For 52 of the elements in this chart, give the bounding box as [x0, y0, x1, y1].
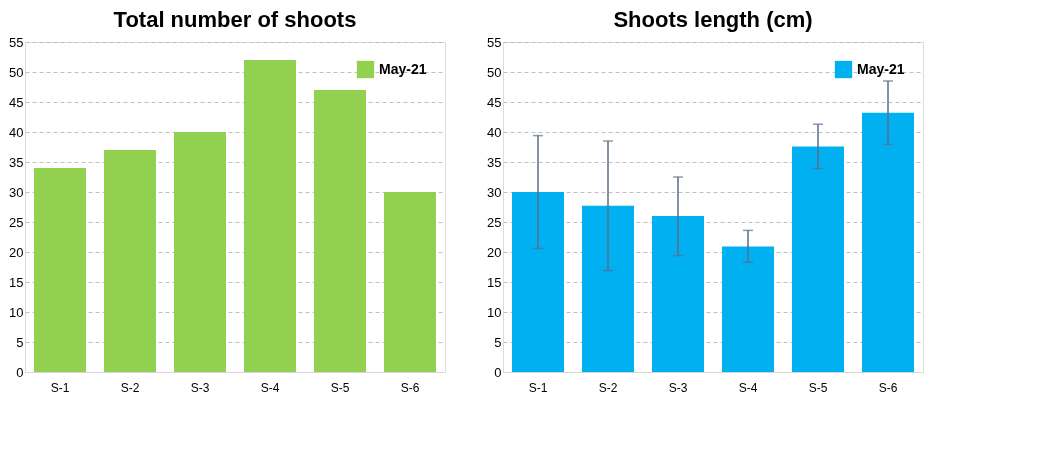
x-tick-label: S-2 [120, 380, 140, 395]
chart-title: Total number of shoots [113, 7, 357, 32]
y-tick-label: 45 [487, 94, 502, 110]
chart-title: Shoots length (cm) [613, 7, 813, 32]
x-tick-label: S-2 [598, 380, 618, 395]
y-tick-label: 10 [487, 304, 502, 320]
y-tick-label: 15 [9, 274, 24, 290]
y-tick-label: 20 [9, 244, 24, 260]
legend-label: May-21 [379, 60, 427, 77]
x-tick-label: S-4 [260, 380, 280, 395]
bar [862, 112, 914, 372]
y-tick-label: 35 [487, 154, 502, 170]
x-tick-label: S-6 [400, 380, 420, 395]
y-tick-label: 20 [487, 244, 502, 260]
x-tick-label: S-3 [190, 380, 210, 395]
y-tick-label: 0 [16, 364, 24, 380]
y-tick-label: 30 [487, 184, 502, 200]
y-tick-label: 25 [9, 214, 24, 230]
bar [174, 132, 226, 372]
y-tick-label: 10 [9, 304, 24, 320]
y-tick-label: 30 [9, 184, 24, 200]
x-tick-label: S-3 [668, 380, 688, 395]
x-tick-label: S-1 [50, 380, 70, 395]
bar [652, 216, 704, 372]
bar [792, 146, 844, 372]
y-tick-label: 40 [487, 124, 502, 140]
bar [104, 150, 156, 372]
y-tick-label: 5 [494, 334, 502, 350]
x-tick-label: S-5 [330, 380, 350, 395]
x-tick-label: S-5 [808, 380, 828, 395]
y-tick-label: 35 [9, 154, 24, 170]
y-tick-label: 45 [9, 94, 24, 110]
x-tick-label: S-1 [528, 380, 548, 395]
y-tick-label: 50 [9, 64, 24, 80]
y-tick-label: 40 [9, 124, 24, 140]
bar [582, 205, 634, 372]
bar [244, 60, 296, 372]
bar [314, 90, 366, 372]
bar [34, 168, 86, 372]
y-tick-label: 15 [487, 274, 502, 290]
bar [722, 246, 774, 372]
x-tick-label: S-4 [738, 380, 758, 395]
bar [384, 192, 436, 372]
y-tick-label: 55 [487, 34, 502, 50]
x-tick-label: S-6 [878, 380, 898, 395]
legend-label: May-21 [857, 60, 905, 77]
y-tick-label: 0 [494, 364, 502, 380]
bar [512, 192, 564, 372]
y-tick-label: 5 [16, 334, 24, 350]
y-tick-label: 25 [487, 214, 502, 230]
y-tick-label: 50 [487, 64, 502, 80]
y-tick-label: 55 [9, 34, 24, 50]
